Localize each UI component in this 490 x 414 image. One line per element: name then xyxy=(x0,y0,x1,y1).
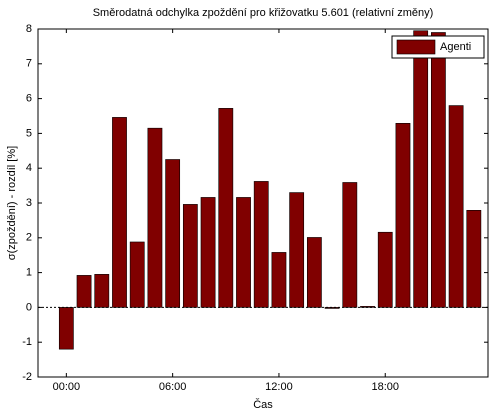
x-tick-label: 06:00 xyxy=(159,381,187,393)
y-tick-label: 2 xyxy=(26,232,32,244)
bar xyxy=(448,105,464,308)
bar xyxy=(431,32,446,308)
bar xyxy=(58,307,74,350)
bar xyxy=(112,117,127,308)
bar xyxy=(129,241,145,308)
y-tick-label: -2 xyxy=(22,371,32,383)
y-tick-label: 8 xyxy=(26,23,32,35)
legend-swatch xyxy=(396,39,436,55)
y-tick-label: 0 xyxy=(26,301,32,313)
y-tick-label: 7 xyxy=(26,58,32,70)
bar xyxy=(147,127,163,308)
bar xyxy=(182,204,198,308)
x-tick-label: 12:00 xyxy=(265,381,293,393)
chart-title: Směrodatná odchylka zpoždění pro křižova… xyxy=(93,7,434,19)
bar xyxy=(466,210,482,308)
legend-label: Agenti xyxy=(440,41,471,53)
x-tick-label: 00:00 xyxy=(53,381,81,393)
bar xyxy=(76,275,92,308)
bar xyxy=(200,197,216,308)
bar xyxy=(271,252,287,308)
y-tick-label: -1 xyxy=(22,336,32,348)
bar xyxy=(342,182,358,308)
bar xyxy=(413,30,429,308)
x-tick-label: 18:00 xyxy=(371,381,399,393)
bar xyxy=(253,181,269,308)
y-tick-label: 6 xyxy=(26,93,32,105)
bar xyxy=(236,197,251,308)
y-tick-label: 3 xyxy=(26,197,32,209)
bar xyxy=(395,123,411,308)
x-axis-label: Čas xyxy=(253,398,273,411)
y-tick-label: 4 xyxy=(26,162,32,174)
bar xyxy=(324,307,340,309)
y-tick-label: 5 xyxy=(26,127,32,139)
bar xyxy=(289,192,305,308)
y-axis-label: σ(zpoždění) - rozdíl [%] xyxy=(6,146,18,260)
bar xyxy=(165,159,181,308)
bar xyxy=(306,237,322,308)
plot-frame xyxy=(37,28,489,378)
y-tick-label: 1 xyxy=(26,267,32,279)
bar xyxy=(377,231,393,308)
bar xyxy=(94,274,110,308)
bar xyxy=(218,108,234,308)
